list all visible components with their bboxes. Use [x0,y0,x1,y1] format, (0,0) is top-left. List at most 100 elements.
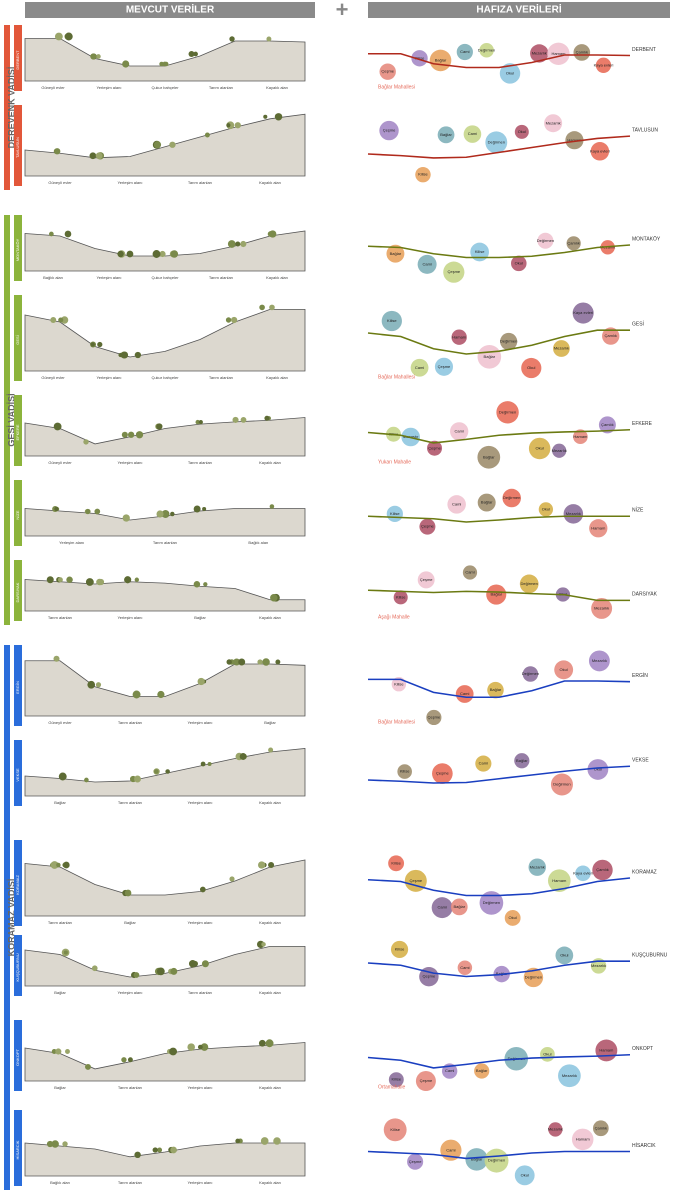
memory-bubble [411,50,428,67]
memory-note: Bağlar Mahallesi [378,374,415,380]
memory-bubble [558,1064,581,1088]
memory-bubble [544,114,563,133]
tree [197,1044,203,1050]
tree [165,769,170,774]
bubble-label: Çeşme [383,128,396,133]
bubble-label: Manastır [403,434,419,439]
bubble-label: Bağlar [440,132,452,137]
memory-line [367,1053,631,1069]
village-tab: KUŞÇUBURNU [15,953,20,981]
profile-label: Kayalık alan [259,460,281,465]
tree [122,514,130,522]
village-tab: GESİ [15,335,20,345]
memory-note: Bağlar Mahallesi [378,719,415,725]
tree [159,61,164,67]
memory-bubble [595,57,612,73]
tree [234,122,241,129]
left-header-bar [25,2,315,18]
memory-bubble [484,1148,509,1173]
profile-label: Bağlar [194,615,206,620]
bubble-label: Çeşme [420,577,433,582]
profile [24,113,306,177]
memory-line [367,877,631,897]
bubble-label: Bağlar [453,904,465,909]
memory-bubble [530,44,549,63]
profile-label: Kayalık alan [259,180,281,185]
profile-label: Yerleşim alanı [188,1085,213,1090]
memory-line [367,135,631,159]
memory-bubble [437,126,455,144]
row-tab [14,215,22,281]
profile [24,1142,306,1177]
profile-label: Yerleşim alanı [188,800,213,805]
row-tab [14,480,22,546]
row-tab [14,935,22,996]
bubble-label: Kilise [394,681,404,686]
profile-label: Çukur bahçeler [151,375,179,380]
profile-label: Bağlık alan [43,275,63,280]
bubble-label: Çeşme [420,1078,433,1083]
tree [58,317,64,323]
tree [156,423,163,430]
village-name: EFKERE [632,421,653,427]
memory-bubble [528,437,551,460]
bubble-label: Çeşme [423,974,436,979]
bubble-label: Kaya evleri [594,62,614,67]
bubble-label: Değirmen [521,581,538,586]
bubble-label: Cami [437,905,446,910]
tree [132,690,141,699]
tree [269,504,275,509]
bubble-label: Kilise [418,172,428,177]
profile-label: Kayalık alan [259,990,281,995]
profile [24,660,306,717]
profile [24,38,306,82]
memory-line [368,52,631,69]
memory-bubble [502,488,521,508]
memory-bubble [602,327,620,345]
memory-bubble [479,891,504,915]
profile-label: Tarım alanları [188,180,212,185]
tree [54,148,61,155]
bubble-label: Cami [422,261,431,266]
left-header: MEVCUT VERİLER [126,3,215,16]
profile-label: Tarım alanları [48,615,72,620]
village-tab: ONKOPT [15,1048,20,1065]
tree [48,231,54,237]
memory-bubble [451,329,467,345]
bubble-label: Kilise [390,511,400,516]
tree [53,655,60,662]
village-tab: DARSIYAK [15,582,20,602]
bubble-label: Kilise [475,249,485,254]
tree [117,250,124,258]
village-tab: ERGİN [15,681,20,694]
memory-bubble [548,1122,563,1137]
tree [161,510,170,518]
tree [66,576,73,583]
tree [135,431,144,439]
tree [188,51,195,57]
memory-bubble [431,897,453,919]
village-name: ERGİN [632,672,648,679]
profile-label: Bağlar [54,1085,66,1090]
profile [24,230,306,272]
bubble-label: Mezarlık [530,864,545,869]
profile-label: Bağlar [264,720,276,725]
memory-bubble [474,1063,490,1079]
memory-bubble [511,255,527,272]
tree [134,351,142,359]
village-tab: HİSARCIK [15,1140,20,1159]
tree [257,659,263,665]
bubble-label: Değirmen [553,782,570,787]
bubble-label: Kilise [396,594,406,599]
memory-bubble [566,236,581,251]
village-tab: VEKSE [15,768,20,782]
bubble-label: Cami [415,365,424,370]
bubble-label: Kilise [387,318,397,323]
tree [121,431,128,438]
bubble-label: Mezarlık [554,346,569,351]
tree [229,36,235,42]
tree [260,1137,269,1145]
tree [193,51,198,57]
memory-bubble [590,142,610,161]
memory-bubble [450,422,469,441]
